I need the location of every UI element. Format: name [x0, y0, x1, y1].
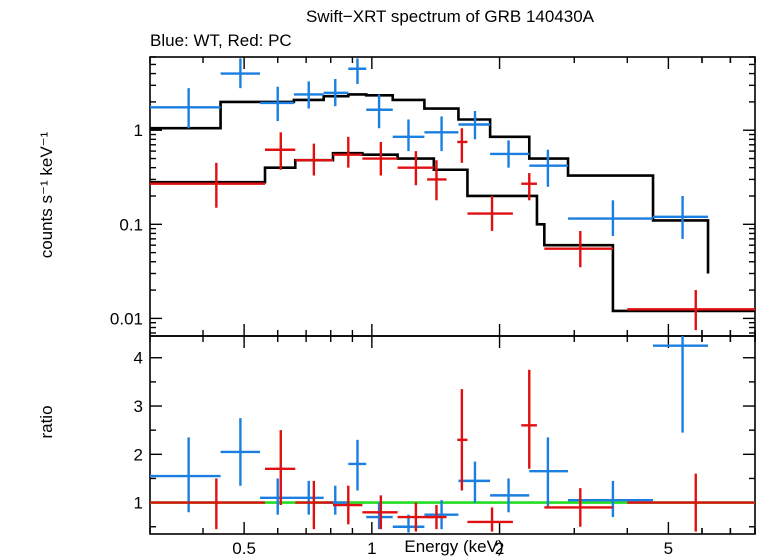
bottom-y-axis-label: ratio [37, 405, 56, 438]
spectrum-panel: 0.01 0.1 1 [110, 56, 756, 337]
top-y-axis-label: counts s⁻¹ keV⁻¹ [37, 131, 56, 258]
spec-model-0 [150, 93, 710, 274]
x-axis-label: Energy (keV) [404, 537, 503, 556]
ratio-xtick-label: 0.5 [232, 539, 256, 556]
chart-title: Swift−XRT spectrum of GRB 140430A [306, 7, 595, 26]
ratio-xtick-label: 5 [664, 539, 673, 556]
spec-frame [149, 56, 756, 337]
ratio-frame [149, 335, 756, 535]
ratio-ytick-label: 1 [134, 494, 143, 513]
ratio-xtick-label: 1 [367, 539, 376, 556]
spec-ytick-label: 0.01 [110, 309, 143, 328]
spec-ytick-label: 1 [134, 121, 143, 140]
ratio-panel: 1 2 3 4 0.5 1 2 5 [134, 335, 756, 556]
ratio-xtick-label: 2 [495, 539, 504, 556]
ratio-ytick-label: 3 [134, 397, 143, 416]
chart-subtitle: Blue: WT, Red: PC [150, 31, 292, 50]
spec-model-1 [150, 151, 755, 313]
ratio-ytick-label: 4 [134, 349, 143, 368]
ratio-ytick-label: 2 [134, 445, 143, 464]
spec-ytick-label: 0.1 [119, 215, 143, 234]
